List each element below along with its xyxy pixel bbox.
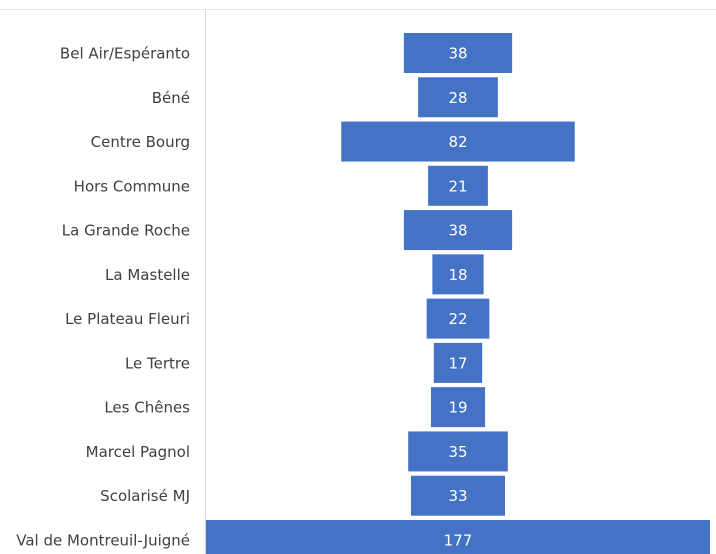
category-label: La Grande Roche (62, 222, 190, 240)
bar (403, 210, 513, 251)
category-label: Centre Bourg (91, 133, 190, 151)
bar (341, 121, 575, 162)
category-label: Le Tertre (125, 354, 190, 372)
bar (433, 342, 483, 383)
bar (403, 33, 513, 73)
data-label: 38 (448, 45, 467, 63)
data-label: 21 (448, 177, 467, 195)
data-label: 19 (448, 399, 467, 417)
data-label: 38 (448, 222, 467, 240)
category-label: Le Plateau Fleuri (65, 310, 190, 328)
data-label: 82 (448, 133, 467, 151)
category-label: Val de Montreuil-Juigné (16, 531, 190, 549)
bar (430, 387, 486, 428)
category-label: Béné (152, 89, 190, 107)
bar (206, 519, 710, 554)
category-label: Les Chênes (104, 399, 190, 417)
data-label: 33 (448, 487, 467, 505)
bar (418, 77, 498, 118)
category-label: Bel Air/Espéranto (60, 45, 190, 63)
data-label: 22 (448, 310, 467, 328)
data-label: 18 (448, 266, 467, 284)
bar (411, 475, 505, 516)
category-label: Marcel Pagnol (86, 443, 190, 461)
data-label: 177 (444, 531, 473, 549)
bar (408, 431, 508, 472)
data-label: 28 (448, 89, 467, 107)
bar (432, 254, 484, 295)
bar (426, 298, 490, 339)
data-label: 35 (448, 443, 467, 461)
category-label: Scolarisé MJ (100, 487, 190, 505)
category-label: La Mastelle (105, 266, 190, 284)
bar (428, 165, 488, 206)
category-label: Hors Commune (74, 177, 190, 195)
data-label: 17 (448, 354, 467, 372)
